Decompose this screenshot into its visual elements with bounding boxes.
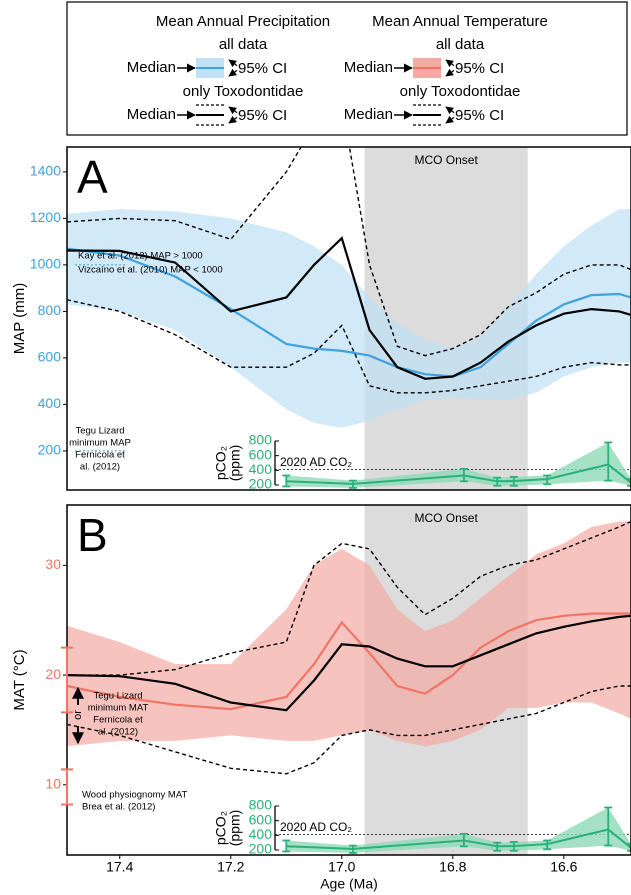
annotation: Vizcaíno et al. (2010) MAP < 1000 [78,265,223,276]
legend-ci-label: 95% CI [238,60,287,77]
legend-ci-arrow [228,68,238,77]
inset-tick-label: 400 [249,826,273,842]
legend-ci-arrow [228,106,238,115]
legend-ci-arrow [445,68,455,77]
annotation: Fernicola et [93,715,143,726]
panel-frame [66,146,631,491]
legend-ci-arrow [445,115,455,124]
legend-median-label: Median [344,106,393,123]
y-tick-label: 400 [38,395,62,411]
x-tick-label: 17.4 [106,859,133,875]
inset-tick-label: 200 [249,476,273,492]
annotation: or [72,710,84,720]
ci-band [67,521,631,747]
pco2-line [286,463,631,485]
median-line [67,236,631,380]
ci-line [67,299,631,394]
inset-tick-label: 800 [249,432,273,448]
y-tick-label: 1200 [30,209,61,225]
legend-ci-arrow [445,59,455,68]
reference-label: 2020 AD CO₂ [280,455,352,469]
inset-tick-label: 200 [249,841,273,857]
ci-line [67,520,631,676]
pco2-band [286,807,631,853]
annotation: Kay et al. (2012) MAP > 1000 [78,251,203,262]
plot-area [67,505,631,855]
annotation: Fernicola et [75,450,125,461]
y-axis-label: MAP (mm) [11,283,28,354]
median-line [67,614,631,712]
y-tick-label: 10 [45,775,61,791]
annotation: Wood physiognomy MAT [82,790,187,801]
legend-box [66,1,628,136]
region-label: MCO Onset [414,511,478,525]
pco2-line [286,828,631,850]
annotation: Tegu Lizard [93,691,142,702]
ci-line [67,685,631,775]
pco2-band [286,442,631,488]
legend-title: Mean Annual Temperature [372,13,548,30]
inset-tick-label: 400 [249,461,273,477]
annotation: minimum MAT [88,703,149,714]
y-tick-label: 1400 [30,163,61,179]
panel-letter: A [77,151,108,203]
legend-median-label: Median [127,59,176,76]
legend-median-label: Median [127,106,176,123]
x-tick-label: 16.6 [550,859,577,875]
legend-ci-arrow [228,115,238,124]
ci-line [67,147,631,357]
legend-median-label: Median [344,59,393,76]
legend-ci-label: 95% CI [455,107,504,124]
region-label: MCO Onset [414,153,478,167]
x-tick-label: 17.0 [328,859,355,875]
inset-axis-label: pCO₂ [213,446,229,480]
x-axis-label: Age (Ma) [320,876,378,892]
y-tick-label: 600 [38,349,62,365]
legend-ci-arrow [445,106,455,115]
x-tick-label: 17.2 [217,859,244,875]
inset-tick-label: 800 [249,797,273,813]
annotation: al. (2012) [80,462,120,473]
inset-tick-label: 600 [249,811,273,827]
inset-tick-label: 600 [249,446,273,462]
legend-ci-label: 95% CI [238,107,287,124]
legend-group-label: all data [436,36,485,53]
legend-group-label: all data [219,36,268,53]
ci-band [67,209,631,428]
reference-label: 2020 AD CO₂ [280,820,352,834]
y-tick-label: 1000 [30,256,61,272]
panel-letter: B [77,509,108,561]
inset-axis-label: pCO₂ [213,811,229,845]
median-line [67,612,631,711]
x-tick-label: 16.8 [439,859,466,875]
annotation: Tegu Lizard [75,426,124,437]
y-tick-label: 200 [38,442,62,458]
inset-axis-label: (ppm) [227,445,243,482]
annotation: minimum MAP [69,438,131,449]
y-axis-label: MAT (°C) [11,649,28,710]
y-tick-label: 20 [45,666,61,682]
legend-group-label: only Toxodontidae [183,83,304,100]
y-tick-label: 30 [45,556,61,572]
inset-axis-label: (ppm) [227,810,243,847]
legend-title: Mean Annual Precipitation [156,13,330,30]
legend-ci-arrow [228,59,238,68]
annotation: al. (2012) [98,727,138,738]
legend-ci-label: 95% CI [455,60,504,77]
legend-group-label: only Toxodontidae [400,83,521,100]
annotation: Brea et al. (2012) [82,802,155,813]
y-tick-label: 800 [38,302,62,318]
plot-area [67,147,631,490]
